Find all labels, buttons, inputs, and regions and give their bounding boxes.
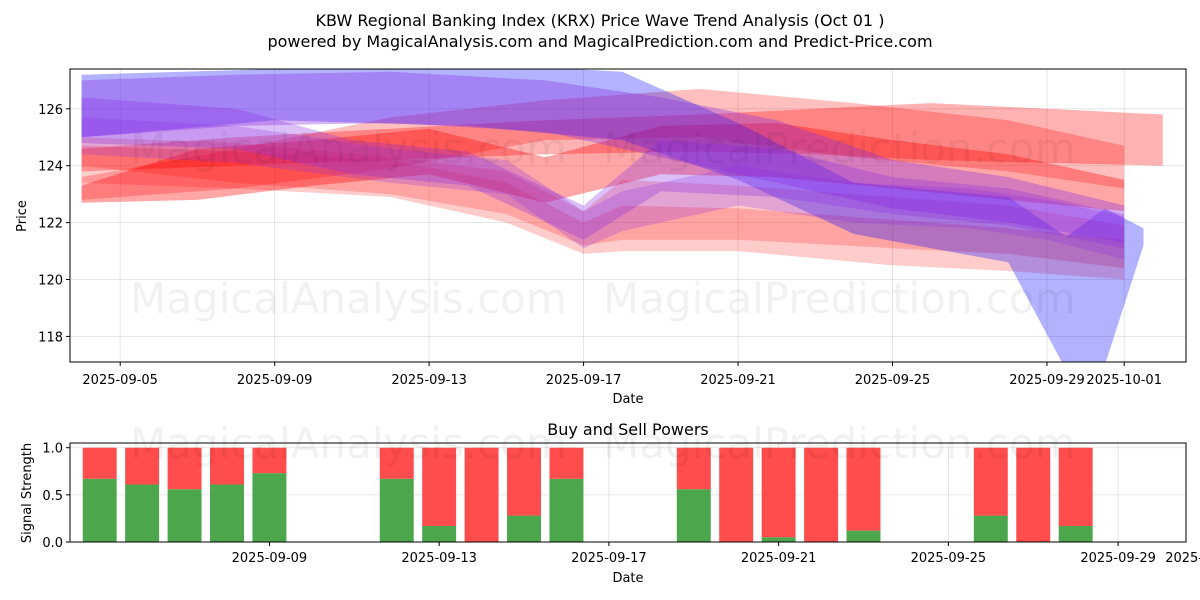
bottom-bars xyxy=(82,447,1093,542)
sell-bar xyxy=(846,447,881,531)
top-axes-frame xyxy=(69,68,1187,363)
bottom-y-tick-label: 1.0 xyxy=(42,442,63,457)
chart-subtitle: powered by MagicalAnalysis.com and Magic… xyxy=(267,32,932,51)
top-y-ticks: 118 120 122 124 126 xyxy=(38,103,70,345)
bottom-axes-frame xyxy=(69,442,1187,543)
bottom-x-tick-label: 2025-09-21 xyxy=(741,551,817,566)
buy-bar xyxy=(379,478,414,542)
buy-bar xyxy=(167,489,202,542)
bottom-x-axis-label: Date xyxy=(612,571,643,586)
sell-bar xyxy=(422,447,457,526)
bottom-x-tick-label: 2025-09-17 xyxy=(571,551,647,566)
top-x-axis-label: Date xyxy=(612,392,643,407)
bottom-x-ticks: 2025-09-09 2025-09-13 2025-09-17 2025-09-21… xyxy=(232,542,1200,566)
bottom-x-tick-label: 2025-09-13 xyxy=(401,551,477,566)
sell-bar xyxy=(167,447,202,490)
buy-bar xyxy=(210,484,244,542)
top-y-tick-label: 124 xyxy=(38,160,63,175)
sell-bar xyxy=(464,447,499,542)
top-y-tick-label: 120 xyxy=(38,274,63,289)
bottom-y-tick-label: 0.0 xyxy=(42,536,63,551)
bottom-y-tick-label: 0.5 xyxy=(42,489,63,504)
sell-bar xyxy=(1058,447,1093,526)
bottom-x-tick-label: 2025-09-25 xyxy=(911,551,987,566)
top-x-tick-label: 2025-09-09 xyxy=(237,373,313,388)
sell-bar xyxy=(507,447,542,516)
buy-bar xyxy=(507,515,542,542)
sell-bar xyxy=(761,447,796,538)
bottom-y-axis-label: Signal Strength xyxy=(20,443,35,543)
bottom-x-tick-label: 2025-10-01 xyxy=(1165,551,1200,566)
buy-bar xyxy=(549,478,584,542)
top-x-tick-label: 2025-09-25 xyxy=(855,373,931,388)
buy-bar xyxy=(125,484,160,542)
buy-bar xyxy=(761,537,796,542)
wave-band-red-3 xyxy=(81,137,1125,269)
sell-bar xyxy=(379,447,414,479)
buy-bar xyxy=(676,489,711,542)
top-x-tick-label: 2025-09-29 xyxy=(1009,373,1085,388)
watermark-text: MagicalAnalysis.com xyxy=(130,274,567,323)
sell-bar xyxy=(549,447,584,479)
wave-band-purple-6 xyxy=(81,71,1125,243)
buy-bar xyxy=(973,515,1008,542)
sell-bar xyxy=(676,447,711,490)
sell-bar xyxy=(973,447,1008,516)
bottom-y-ticks: 0.0 0.5 1.0 xyxy=(42,442,70,551)
top-bands xyxy=(81,69,1163,362)
top-x-tick-label: 2025-09-05 xyxy=(82,373,158,388)
top-x-tick-label: 2025-09-21 xyxy=(700,373,776,388)
buy-bar xyxy=(82,478,117,542)
watermark-text: MagicalPrediction.com xyxy=(603,124,1076,173)
buy-bar xyxy=(422,525,457,542)
wave-band-red-1 xyxy=(81,88,1125,200)
sell-bar xyxy=(210,447,244,485)
wave-band-purple-8 xyxy=(81,117,1125,260)
buy-bar xyxy=(1058,525,1093,542)
sell-bar xyxy=(1016,447,1051,542)
sell-bar xyxy=(804,447,839,542)
wave-band-red-2 xyxy=(81,123,1125,212)
top-y-tick-label: 118 xyxy=(38,330,63,345)
watermark-text: MagicalPrediction.com xyxy=(603,274,1076,323)
sell-bar xyxy=(82,447,117,479)
bottom-x-tick-label: 2025-09-09 xyxy=(232,551,308,566)
top-y-tick-label: 122 xyxy=(38,217,63,232)
top-y-tick-label: 126 xyxy=(38,103,63,118)
bottom-chart-title: Buy and Sell Powers xyxy=(547,420,709,439)
top-watermarks: MagicalAnalysis.com MagicalPrediction.com… xyxy=(130,124,1076,323)
top-x-tick-label: 2025-09-17 xyxy=(546,373,622,388)
buy-bar xyxy=(846,530,881,542)
top-x-tick-label: 2025-09-13 xyxy=(391,373,467,388)
wave-band-red-4 xyxy=(81,145,1125,280)
wave-band-blue-5 xyxy=(81,69,1144,362)
sell-bar xyxy=(719,447,754,542)
bottom-x-tick-label: 2025-09-29 xyxy=(1080,551,1156,566)
watermark-text: MagicalAnalysis.com xyxy=(130,124,567,173)
sell-bar xyxy=(125,447,160,485)
top-x-ticks: 2025-09-05 2025-09-09 2025-09-13 2025-09-17… xyxy=(82,362,1162,388)
top-grid xyxy=(70,69,1186,362)
wave-band-red-0 xyxy=(81,103,1163,172)
buy-bar xyxy=(252,473,287,542)
chart-title: KBW Regional Banking Index (KRX) Price W… xyxy=(316,11,885,30)
sell-bar xyxy=(252,447,287,474)
top-x-tick-label: 2025-10-01 xyxy=(1086,373,1162,388)
wave-band-purple-7 xyxy=(81,97,1125,249)
top-y-axis-label: Price xyxy=(15,200,30,232)
